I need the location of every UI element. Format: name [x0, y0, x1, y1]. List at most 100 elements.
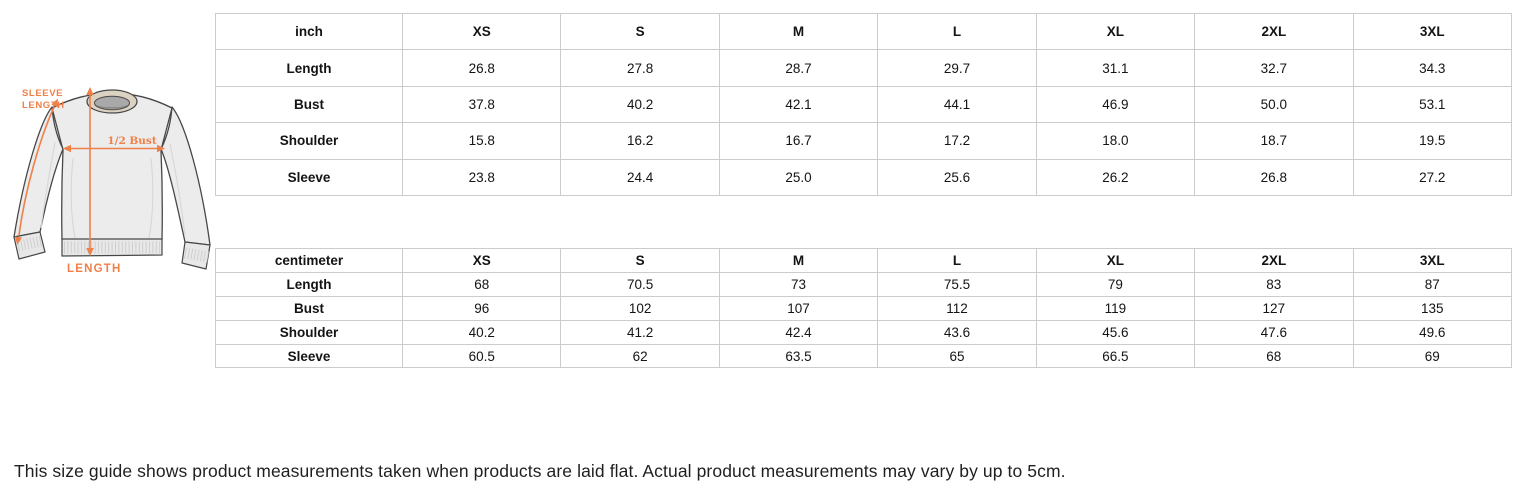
measurement-value: 49.6: [1352, 319, 1513, 345]
size-guide-footnote: This size guide shows product measuremen…: [14, 461, 1066, 481]
inch-size-table: inch XS S M L XL 2XL 3XL Length 26.8 27.8 28.7 29.7 3…: [215, 12, 1513, 196]
sleeve-arrow-line: [18, 106, 55, 236]
measurement-value: 119: [1035, 295, 1196, 321]
unit-header: inch: [215, 12, 403, 51]
measurement-value: 31.1: [1035, 49, 1196, 87]
centimeter-size-table: centimeter XS S M L XL 2XL 3XL Length 68 70.5 73 75.…: [215, 248, 1513, 369]
size-column-header: M: [718, 248, 879, 273]
measurement-value: 23.8: [401, 158, 562, 196]
measurement-value: 68: [401, 271, 562, 297]
measurement-value: 107: [718, 295, 879, 321]
size-column-header: S: [560, 248, 720, 273]
measurement-value: 24.4: [560, 158, 720, 196]
measurement-value: 19.5: [1352, 122, 1513, 160]
size-column-header: XS: [401, 12, 562, 51]
row-label: Bust: [215, 295, 403, 321]
measurement-value: 40.2: [560, 85, 720, 124]
size-column-header: L: [877, 12, 1037, 51]
sleeve-arrowhead-top: [51, 98, 58, 108]
measurement-value: 53.1: [1352, 85, 1513, 124]
row-label: Bust: [215, 85, 403, 124]
fold-line: [148, 157, 154, 239]
row-label: Sleeve: [215, 158, 403, 196]
half-bust-label: 1/2 Bust: [107, 135, 157, 147]
measurement-row: Length 26.8 27.8 28.7 29.7 31.1 32.7 34.3: [215, 49, 1513, 87]
sleeve-length-label-line1: SLEEVE: [22, 88, 63, 99]
left-cuff: [13, 231, 46, 260]
measurement-value: 26.8: [1194, 158, 1354, 196]
size-column-header: L: [877, 248, 1037, 273]
measurement-value: 87: [1352, 271, 1513, 297]
measurement-value: 41.2: [560, 319, 720, 345]
measurement-row: Sleeve 23.8 24.4 25.0 25.6 26.2 26.8 27.2: [215, 158, 1513, 196]
measurement-value: 102: [560, 295, 720, 321]
measurement-value: 66.5: [1035, 343, 1196, 369]
measurement-row: Sleeve 60.5 62 63.5 65 66.5 68 69: [215, 343, 1513, 369]
header-row: inch XS S M L XL 2XL 3XL: [215, 12, 1513, 51]
size-column-header: XS: [401, 248, 562, 273]
measurement-value: 27.2: [1352, 158, 1513, 196]
measurement-row: Length 68 70.5 73 75.5 79 83 87: [215, 271, 1513, 297]
measurement-value: 127: [1194, 295, 1354, 321]
size-column-header: XL: [1035, 12, 1196, 51]
measurement-value: 18.0: [1035, 122, 1196, 160]
measurement-value: 34.3: [1352, 49, 1513, 87]
measurement-value: 17.2: [877, 122, 1037, 160]
header-row: centimeter XS S M L XL 2XL 3XL: [215, 248, 1513, 273]
size-column-header: XL: [1035, 248, 1196, 273]
size-column-header: 3XL: [1352, 248, 1513, 273]
measurement-value: 65: [877, 343, 1037, 369]
row-label: Shoulder: [215, 122, 403, 160]
row-label: Length: [215, 49, 403, 87]
unit-header: centimeter: [215, 248, 403, 273]
length-label: LENGTH: [67, 263, 121, 275]
measurement-value: 43.6: [877, 319, 1037, 345]
measurement-row: Shoulder 15.8 16.2 16.7 17.2 18.0 18.7 19.5: [215, 122, 1513, 160]
measurement-value: 15.8: [401, 122, 562, 160]
measurement-value: 96: [401, 295, 562, 321]
size-column-header: 3XL: [1352, 12, 1513, 51]
sweater-body: [51, 92, 173, 241]
size-column-header: 2XL: [1194, 12, 1354, 51]
size-guide-diagram: SLEEVE LENGTH 1/2 Bust LENGTH: [10, 80, 215, 285]
right-cuff: [181, 241, 211, 270]
measurement-value: 46.9: [1035, 85, 1196, 124]
measurement-value: 25.6: [877, 158, 1037, 196]
measurement-row: Bust 37.8 40.2 42.1 44.1 46.9 50.0 53.1: [215, 85, 1513, 124]
measurement-value: 28.7: [718, 49, 879, 87]
measurement-value: 32.7: [1194, 49, 1354, 87]
measurement-value: 44.1: [877, 85, 1037, 124]
cuff-ribbing: [16, 235, 44, 252]
measurement-value: 83: [1194, 271, 1354, 297]
fold-line: [70, 157, 76, 239]
measurement-row: Shoulder 40.2 41.2 42.4 43.6 45.6 47.6 49.6: [215, 319, 1513, 345]
measurement-value: 69: [1352, 343, 1513, 369]
measurement-value: 37.8: [401, 85, 562, 124]
measurement-value: 27.8: [560, 49, 720, 87]
collar-back-band: [96, 105, 128, 110]
row-label: Sleeve: [215, 343, 403, 369]
row-label: Shoulder: [215, 319, 403, 345]
cuff-ribbing: [184, 247, 209, 263]
fold-line: [40, 141, 56, 229]
left-sleeve: [13, 106, 64, 238]
measurement-value: 50.0: [1194, 85, 1354, 124]
length-arrowhead-top: [86, 87, 94, 95]
measurement-value: 40.2: [401, 319, 562, 345]
sleeve-length-label-line2: LENGTH: [22, 100, 65, 111]
measurement-value: 25.0: [718, 158, 879, 196]
measurement-value: 63.5: [718, 343, 879, 369]
bust-arrowhead-right: [157, 144, 165, 153]
measurement-value: 26.8: [401, 49, 562, 87]
length-arrowhead-bottom: [86, 248, 94, 256]
fold-line: [169, 143, 186, 236]
measurement-value: 73: [718, 271, 879, 297]
measurement-value: 112: [877, 295, 1037, 321]
collar-inner: [94, 95, 130, 111]
measurement-value: 135: [1352, 295, 1513, 321]
sweatshirt-sketch: SLEEVE LENGTH 1/2 Bust LENGTH: [13, 87, 211, 275]
bust-arrowhead-left: [63, 144, 71, 153]
measurement-value: 18.7: [1194, 122, 1354, 160]
measurement-value: 29.7: [877, 49, 1037, 87]
right-sleeve: [160, 106, 211, 246]
